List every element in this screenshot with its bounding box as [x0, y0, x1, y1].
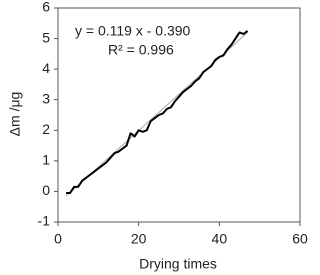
data-line — [66, 30, 249, 194]
x-tick-label: 0 — [54, 231, 62, 247]
y-axis-label: Δm /μg — [7, 92, 23, 137]
x-axis-label: Drying times — [139, 256, 217, 272]
annotation: y = 0.119 x - 0.390 — [75, 23, 191, 39]
chart: Drying times Δm /μg y = 0.119 x - 0.390 … — [7, 0, 308, 272]
y-tick-label: 0 — [42, 182, 50, 198]
plot-frame — [57, 7, 301, 223]
y-tick-label: 5 — [42, 29, 50, 45]
y-tick-label: 3 — [42, 90, 50, 106]
annotation: R² = 0.996 — [108, 42, 174, 58]
x-tick-label: 20 — [131, 231, 147, 247]
y-tick-label: -1 — [38, 213, 51, 229]
y-tick-label: 1 — [42, 152, 50, 168]
y-tick-label: 4 — [42, 60, 50, 76]
x-tick-label: 60 — [292, 231, 308, 247]
y-tick-label: 2 — [42, 121, 50, 137]
y-tick-label: 6 — [42, 0, 50, 15]
x-tick-label: 40 — [212, 231, 228, 247]
